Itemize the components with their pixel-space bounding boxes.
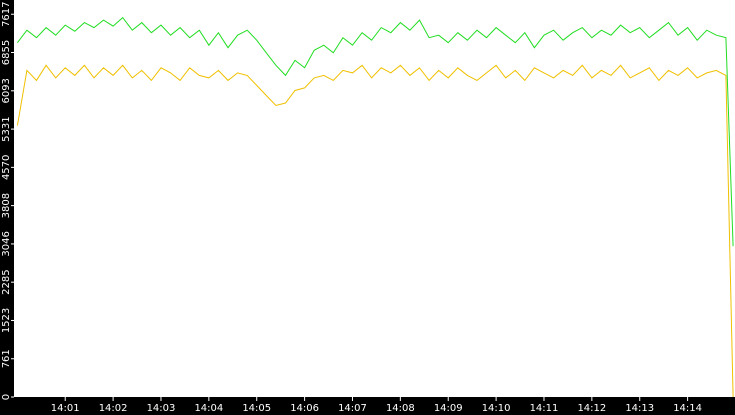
series-line <box>17 16 734 247</box>
series-line <box>16 64 734 398</box>
x-tick-label: 14:08 <box>386 403 415 414</box>
x-tick-label: 14:01 <box>51 403 80 414</box>
x-axis-bar <box>0 397 735 415</box>
x-tick-label: 14:06 <box>290 403 319 414</box>
x-tick-label: 14:14 <box>673 403 702 414</box>
x-tick-label: 14:13 <box>625 403 654 414</box>
x-tick-label: 14:04 <box>194 403 223 414</box>
y-tick-label: 6855 <box>1 40 12 65</box>
y-axis-bar <box>0 0 14 415</box>
y-tick-label: 7617 <box>1 1 12 26</box>
x-tick-label: 14:12 <box>577 403 606 414</box>
x-tick-label: 14:03 <box>147 403 176 414</box>
x-tick-label: 14:05 <box>242 403 271 414</box>
y-tick-label: 0 <box>1 394 12 400</box>
y-tick-label: 3808 <box>1 193 12 218</box>
x-tick-label: 14:07 <box>338 403 367 414</box>
x-tick-label: 14:10 <box>482 403 511 414</box>
y-tick-label: 6093 <box>1 78 12 103</box>
x-tick-label: 14:11 <box>530 403 559 414</box>
x-tick-label: 14:02 <box>99 403 128 414</box>
y-tick-label: 3046 <box>1 231 12 256</box>
x-tick-label: 14:09 <box>434 403 463 414</box>
y-tick-label: 2285 <box>1 269 12 294</box>
y-tick-label: 761 <box>1 349 12 368</box>
y-tick-label: 1523 <box>1 308 12 333</box>
y-tick-label: 4570 <box>1 155 12 180</box>
y-tick-label: 5331 <box>1 116 12 141</box>
